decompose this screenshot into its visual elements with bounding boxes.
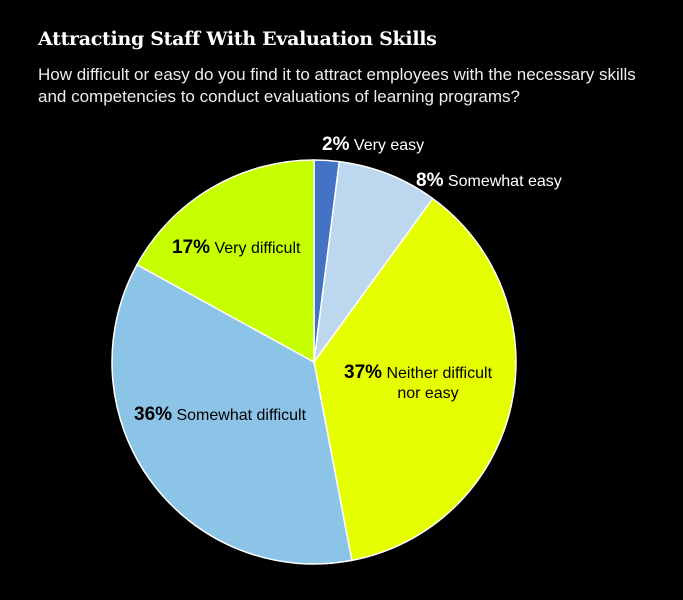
slice-category-label: Somewhat easy <box>443 173 561 190</box>
slice-label: 17% Very difficult <box>172 237 301 258</box>
pie-slice-very-difficult <box>135 159 315 364</box>
slice-label: 8% Somewhat easy <box>416 170 562 191</box>
pie-slice-somewhat-difficult <box>111 263 353 565</box>
slice-percent-label: 2% <box>322 134 350 155</box>
slice-label: 37% Neither difficult <box>344 362 493 383</box>
slice-percent-label: 37% <box>344 362 382 383</box>
pie-slice-somewhat-easy <box>313 160 434 363</box>
slice-category-label: Very difficult <box>210 240 301 257</box>
chart-subtitle: How difficult or easy do you find it to … <box>38 65 636 106</box>
slice-label: 2% Very easy <box>322 134 424 155</box>
slice-category-label-line2: nor easy <box>397 385 458 402</box>
slice-category-label: Somewhat difficult <box>172 407 307 424</box>
slice-category-label: Neither difficult <box>382 365 493 382</box>
pie-slice-neither-difficult-nor-easy <box>313 197 517 562</box>
slice-percent-label: 17% <box>172 237 210 258</box>
chart-title: Attracting Staff With Evaluation Skills <box>38 28 437 50</box>
slice-label: 36% Somewhat difficult <box>134 404 307 425</box>
slice-percent-label: 36% <box>134 404 172 425</box>
slice-category-label: Very easy <box>349 137 424 154</box>
slice-percent-label: 8% <box>416 170 444 191</box>
